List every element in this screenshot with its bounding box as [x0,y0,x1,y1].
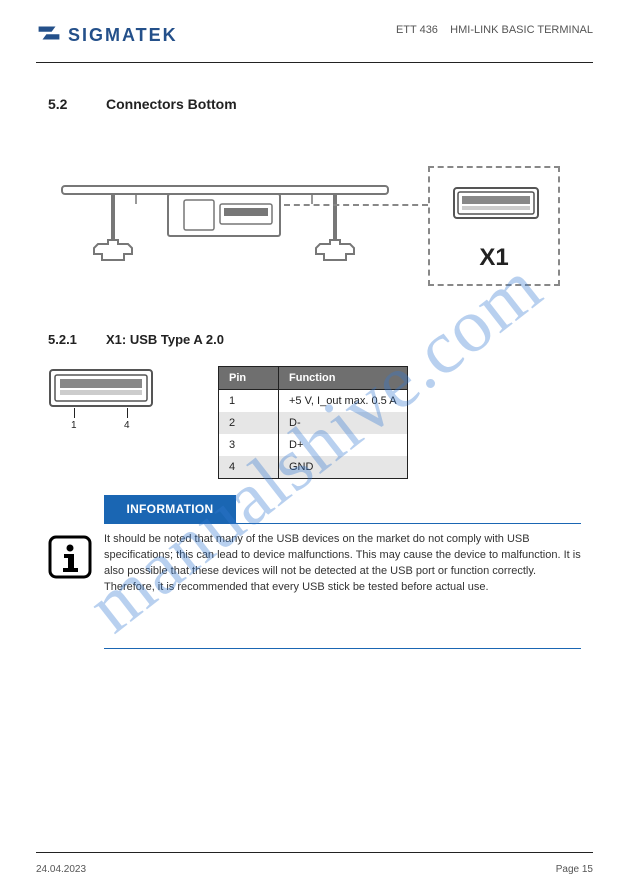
information-icon [48,535,92,579]
table-cell: GND [279,456,408,479]
brand-name: SIGMATEK [68,25,178,46]
pin-table: Pin Function 1 +5 V, I_out max. 0.5 A 2 … [218,366,408,479]
subsection-title: X1: USB Type A 2.0 [106,332,224,347]
subsection-number: 5.2.1 [48,332,77,347]
table-cell: 1 [219,390,279,413]
pin-tick-1 [74,408,75,418]
table-header-row: Pin Function [219,367,408,390]
usb-port-small-svg [48,368,154,408]
usb-port-small: 1 4 [48,368,154,432]
table-cell: D- [279,412,408,434]
footer-date: 24.04.2023 [36,864,86,875]
callout-leader [284,204,428,206]
header-product-line: ETT 436 HMI-LINK BASIC TERMINAL [396,24,593,36]
table-row: 1 +5 V, I_out max. 0.5 A [219,390,408,413]
usb-port-large-svg [452,186,540,220]
table-cell: D+ [279,434,408,456]
information-badge: INFORMATION [104,495,236,523]
device-outline-svg [60,174,390,274]
table-header-function: Function [279,367,408,390]
table-row: 4 GND [219,456,408,479]
brand-logo-mark [36,20,62,51]
header-subtitle: HMI-LINK BASIC TERMINAL [450,24,593,36]
footer-page: Page 15 [556,864,593,875]
header-rule [36,62,593,63]
callout-label: X1 [430,244,558,272]
table-cell: 2 [219,412,279,434]
pin-label-1: 1 [71,420,77,431]
footer-rule [36,852,593,853]
section-title: Connectors Bottom [106,96,237,112]
device-diagram: X1 [48,160,568,290]
table-cell: +5 V, I_out max. 0.5 A [279,390,408,413]
table-cell: 3 [219,434,279,456]
callout-box: X1 [428,166,560,286]
table-row: 3 D+ [219,434,408,456]
table-row: 2 D- [219,412,408,434]
information-rule-bottom [104,648,581,649]
pin-tick-4 [127,408,128,418]
table-header-pin: Pin [219,367,279,390]
pin-label-4: 4 [124,420,130,431]
section-number: 5.2 [48,96,67,112]
table-cell: 4 [219,456,279,479]
header-product: ETT 436 [396,24,438,36]
information-rule-top [104,523,581,524]
information-text: It should be noted that many of the USB … [104,532,581,596]
